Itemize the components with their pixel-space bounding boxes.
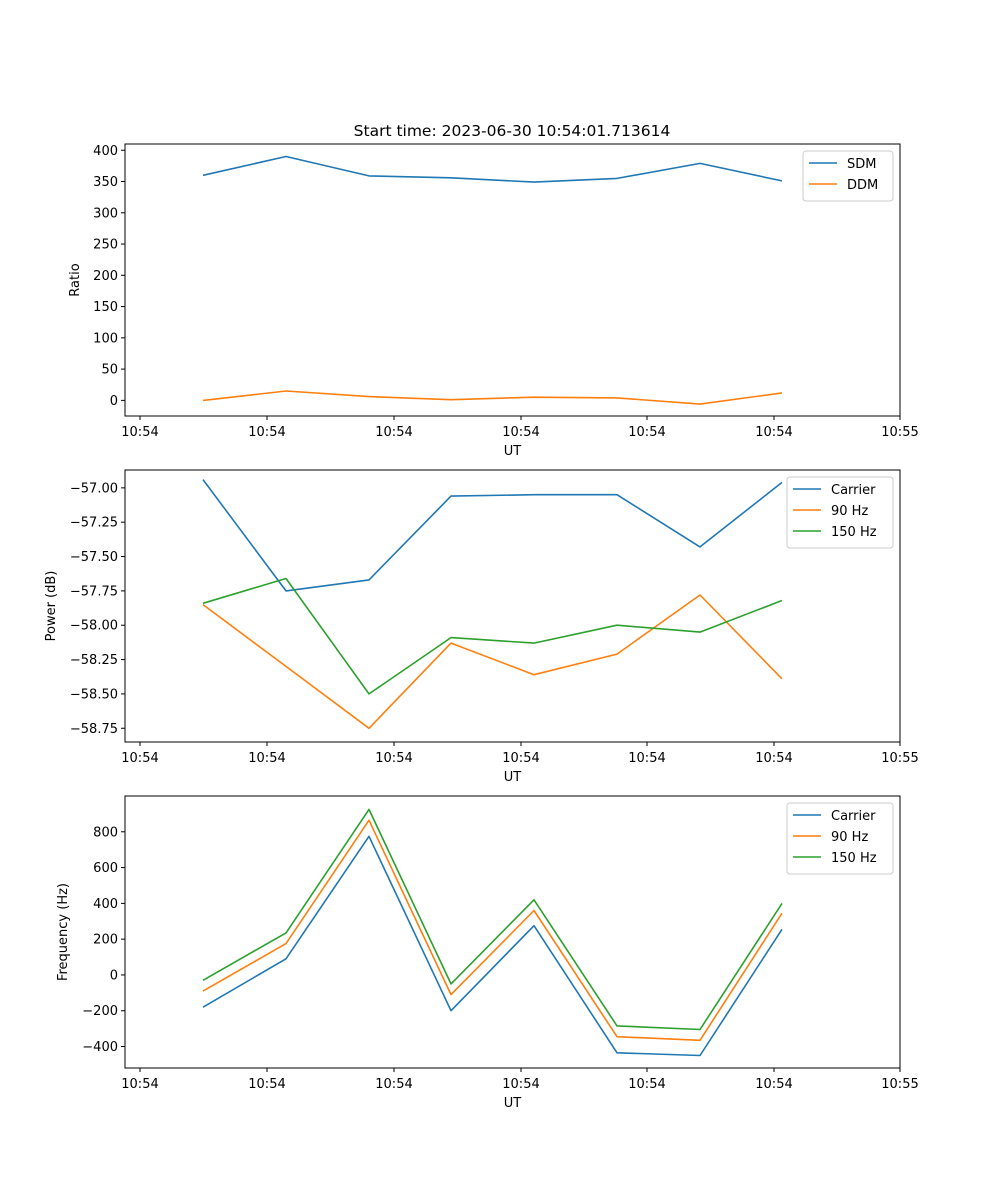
y-tick-label: 600 [93,861,118,876]
chart-title: Start time: 2023-06-30 10:54:01.713614 [354,122,671,140]
x-tick-label: 10:54 [502,751,539,766]
x-tick-label: 10:54 [121,1077,158,1092]
x-tick-label: 10:54 [628,425,665,440]
y-axis-label: Power (dB) [44,571,59,642]
legend: SDM DDM [802,150,894,202]
series-line-90-hz [202,819,783,1042]
axes-frame [124,143,901,417]
series-line-carrier [202,835,783,1057]
legend-entry: 150 Hz [831,525,877,540]
series-line-90-hz [202,594,783,730]
x-tick-label: 10:55 [881,751,918,766]
y-tick-label: 100 [93,331,118,346]
x-axis-label: UT [504,770,522,785]
y-tick-label: 800 [93,825,118,840]
legend-entry: 90 Hz [831,504,868,519]
y-tick-label: −58.75 [70,722,118,737]
x-tick-label: 10:54 [755,1077,792,1092]
x-axis-label: UT [504,444,522,459]
y-tick-label: −400 [82,1040,118,1055]
x-tick-label: 10:54 [628,751,665,766]
y-tick-label: −200 [82,1004,118,1019]
x-tick-label: 10:54 [502,1077,539,1092]
y-tick-label: 350 [93,175,118,190]
legend: Carrier 90 Hz 150 Hz [786,476,894,549]
x-tick-label: 10:54 [375,1077,412,1092]
y-tick-label: 150 [93,300,118,315]
y-tick-label: 50 [101,363,118,378]
y-tick-label: −57.50 [70,550,118,565]
y-axis-label: Frequency (Hz) [56,883,71,981]
y-tick-label: −57.25 [70,516,118,531]
legend-entry: DDM [847,178,878,193]
legend: Carrier 90 Hz 150 Hz [786,802,894,875]
series-line-ddm [202,390,783,405]
panel-3: 10:54 10:54 10:54 10:54 10:54 10:54 10:55 −400 −… [56,795,919,1111]
series-line-sdm [202,155,783,183]
axes-frame [124,469,901,743]
panel-1: 10:54 10:54 10:54 10:54 10:54 10:54 10:55 0 50 10… [68,143,919,459]
y-tick-label: 200 [93,269,118,284]
legend-entry: Carrier [831,809,876,824]
y-tick-label: 400 [93,897,118,912]
series-line-150-hz [202,577,783,695]
y-tick-label: 0 [110,394,118,409]
legend-entry: 90 Hz [831,830,868,845]
y-tick-label: 300 [93,206,118,221]
x-tick-label: 10:54 [755,751,792,766]
x-tick-label: 10:54 [248,751,285,766]
panel-2: 10:54 10:54 10:54 10:54 10:54 10:54 10:55 −57.0… [44,469,919,785]
panels: 10:54 10:54 10:54 10:54 10:54 10:54 10:55 0 50 10… [44,143,919,1111]
y-tick-label: −58.00 [70,619,118,634]
legend-entry: SDM [847,157,876,172]
y-tick-label: −57.00 [70,481,118,496]
legend-entry: 150 Hz [831,851,877,866]
x-tick-label: 10:54 [121,425,158,440]
x-tick-label: 10:55 [881,1077,918,1092]
x-tick-label: 10:54 [375,425,412,440]
axes-frame [124,795,901,1069]
x-tick-label: 10:54 [628,1077,665,1092]
y-axis-label: Ratio [68,263,83,296]
y-tick-label: 250 [93,238,118,253]
y-tick-label: 0 [110,968,118,983]
y-tick-label: −58.25 [70,653,118,668]
x-tick-label: 10:55 [881,425,918,440]
x-tick-label: 10:54 [248,1077,285,1092]
x-axis-label: UT [504,1096,522,1111]
y-tick-label: −58.50 [70,687,118,702]
series-line-150-hz [202,808,783,1031]
x-tick-label: 10:54 [248,425,285,440]
series-line-carrier [202,479,783,592]
y-tick-label: −57.75 [70,584,118,599]
x-tick-label: 10:54 [502,425,539,440]
y-tick-label: 200 [93,933,118,948]
legend-entry: Carrier [831,483,876,498]
y-tick-label: 400 [93,144,118,159]
x-tick-label: 10:54 [375,751,412,766]
x-tick-label: 10:54 [121,751,158,766]
x-tick-label: 10:54 [755,425,792,440]
